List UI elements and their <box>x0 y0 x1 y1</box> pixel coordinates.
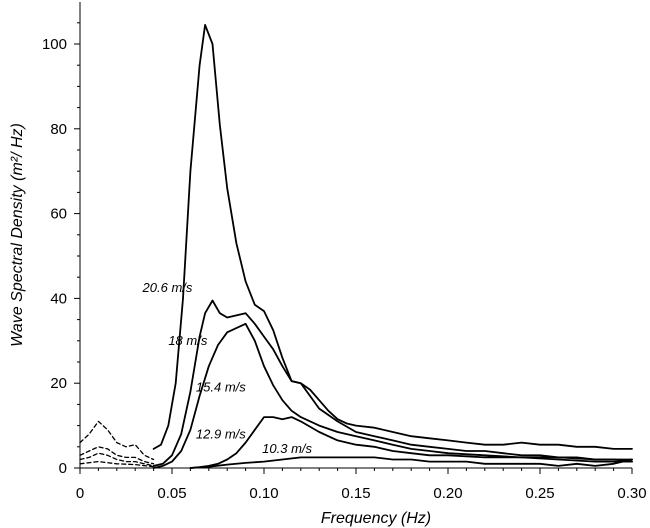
x-tick-label: 0.10 <box>249 485 278 502</box>
x-tick-label: 0.15 <box>341 485 370 502</box>
x-tick-label: 0 <box>76 485 84 502</box>
low-frequency-dashed-line <box>79 452 155 467</box>
low-frequency-dashed-line <box>79 460 155 468</box>
axes <box>79 2 632 469</box>
series-label: 18 m/s <box>168 333 208 348</box>
y-ticks: 0 20 40 60 80 100 <box>42 22 80 477</box>
low-frequency-dashed-line <box>79 420 155 461</box>
series-line <box>152 322 633 469</box>
series-label: 20.6 m/s <box>142 280 193 295</box>
low-frequency-dashed-line <box>79 446 155 465</box>
series-line <box>152 23 633 450</box>
series-line <box>189 456 633 469</box>
x-ticks: 0 0.05 0.10 0.15 0.20 0.25 0.30 <box>76 468 647 502</box>
series-lines <box>79 23 633 469</box>
series-label: 12.9 m/s <box>196 426 246 441</box>
series-label: 10.3 m/s <box>262 441 312 456</box>
y-tick-label: 80 <box>50 121 67 138</box>
x-tick-label: 0.25 <box>525 485 554 502</box>
y-tick-label: 0 <box>59 460 67 477</box>
x-tick-label: 0.30 <box>617 485 646 502</box>
y-tick-label: 100 <box>42 36 67 53</box>
x-tick-label: 0.20 <box>433 485 462 502</box>
series-line <box>152 299 633 467</box>
y-tick-label: 60 <box>50 206 67 223</box>
y-tick-label: 20 <box>50 375 67 392</box>
series-label: 15.4 m/s <box>196 380 246 395</box>
y-tick-label: 40 <box>50 290 67 307</box>
series-line <box>189 416 633 469</box>
y-axis-title: Wave Spectral Density (m²/ Hz) <box>9 123 26 347</box>
x-axis-title: Frequency (Hz) <box>321 510 431 527</box>
series-annotations: 20.6 m/s 18 m/s 15.4 m/s 12.9 m/s 10.3 m/s <box>142 280 313 456</box>
x-tick-label: 0.05 <box>157 485 186 502</box>
